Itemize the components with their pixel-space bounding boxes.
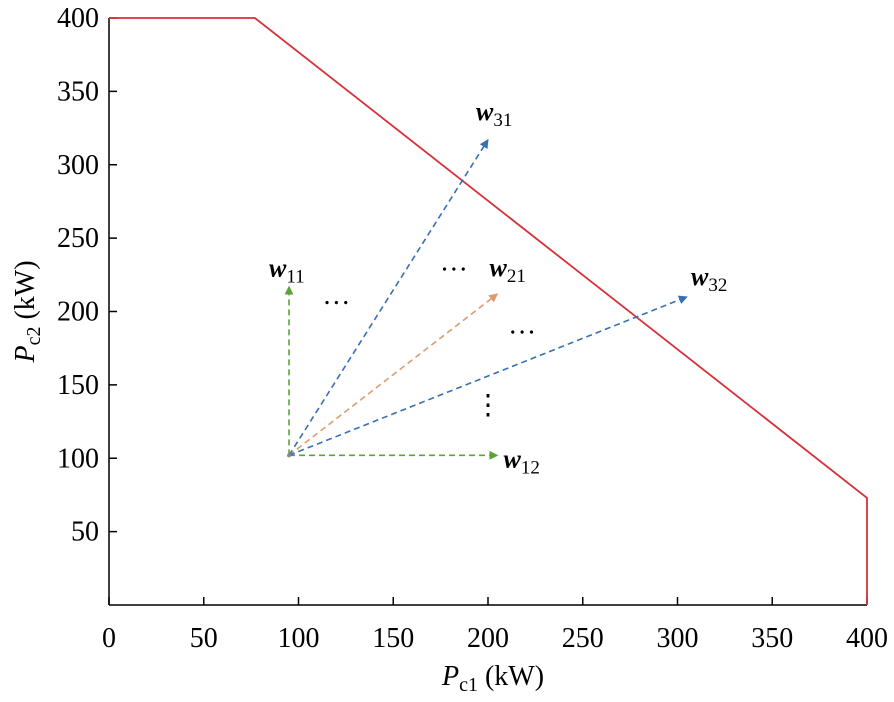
y-tick-label: 300 [57, 150, 99, 181]
y-tick-label: 150 [57, 370, 99, 401]
x-tick-label: 400 [846, 623, 888, 654]
vector-layer: w11 w12 w21 w31 w32 [269, 97, 727, 479]
y-tick-label: 250 [57, 223, 99, 254]
axes: 0 50 100 150 200 250 300 350 400 50 100 150 200 250 30… [57, 3, 888, 654]
y-axis-label: Pc2 (kW) [10, 260, 45, 363]
x-tick-label: 350 [751, 623, 793, 654]
vector-label-w31: w31 [476, 97, 512, 131]
vector-label-w11: w11 [269, 254, 305, 288]
y-tick-label: 400 [57, 3, 99, 34]
x-tick-label: 250 [562, 623, 604, 654]
y-tick-label: 200 [57, 297, 99, 328]
x-tick-label: 300 [657, 623, 699, 654]
y-tick-label: 50 [71, 517, 99, 548]
series-layer [109, 17, 868, 605]
vector-w32 [288, 295, 688, 457]
vector-label-w12: w12 [503, 444, 539, 478]
x-tick-label: 100 [278, 623, 320, 654]
boundary-line [109, 17, 868, 605]
x-axis-label: Pc1 (kW) [441, 661, 544, 696]
y-tick-label: 100 [57, 443, 99, 474]
vector-w31 [288, 139, 489, 456]
vector-label-w32: w32 [691, 262, 727, 296]
ellipsis-mark: … [440, 246, 468, 277]
origin-point [287, 453, 292, 458]
vector-w21 [288, 293, 499, 456]
y-tick-label: 350 [57, 76, 99, 107]
annotation-layer: … … … ⋮ [287, 246, 536, 458]
axis-labels: Pc1 (kW) Pc2 (kW) [10, 260, 544, 696]
vector-label-w21: w21 [489, 253, 525, 287]
x-tick-label: 0 [102, 623, 116, 654]
ellipsis-mark: … [322, 280, 350, 311]
x-tick-label: 200 [467, 623, 509, 654]
ellipsis-mark: ⋮ [474, 390, 502, 421]
ellipsis-mark: … [508, 310, 536, 341]
x-tick-label: 150 [372, 623, 414, 654]
x-tick-label: 50 [190, 623, 218, 654]
